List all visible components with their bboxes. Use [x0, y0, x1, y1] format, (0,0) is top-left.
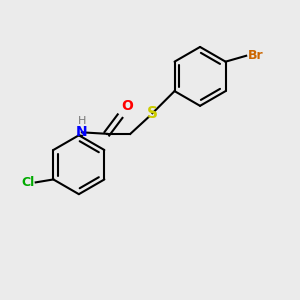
Text: S: S	[147, 106, 158, 121]
Text: O: O	[122, 99, 134, 113]
Text: Cl: Cl	[21, 176, 34, 189]
Text: N: N	[76, 125, 88, 139]
Text: H: H	[78, 116, 86, 126]
Text: Br: Br	[248, 49, 263, 62]
